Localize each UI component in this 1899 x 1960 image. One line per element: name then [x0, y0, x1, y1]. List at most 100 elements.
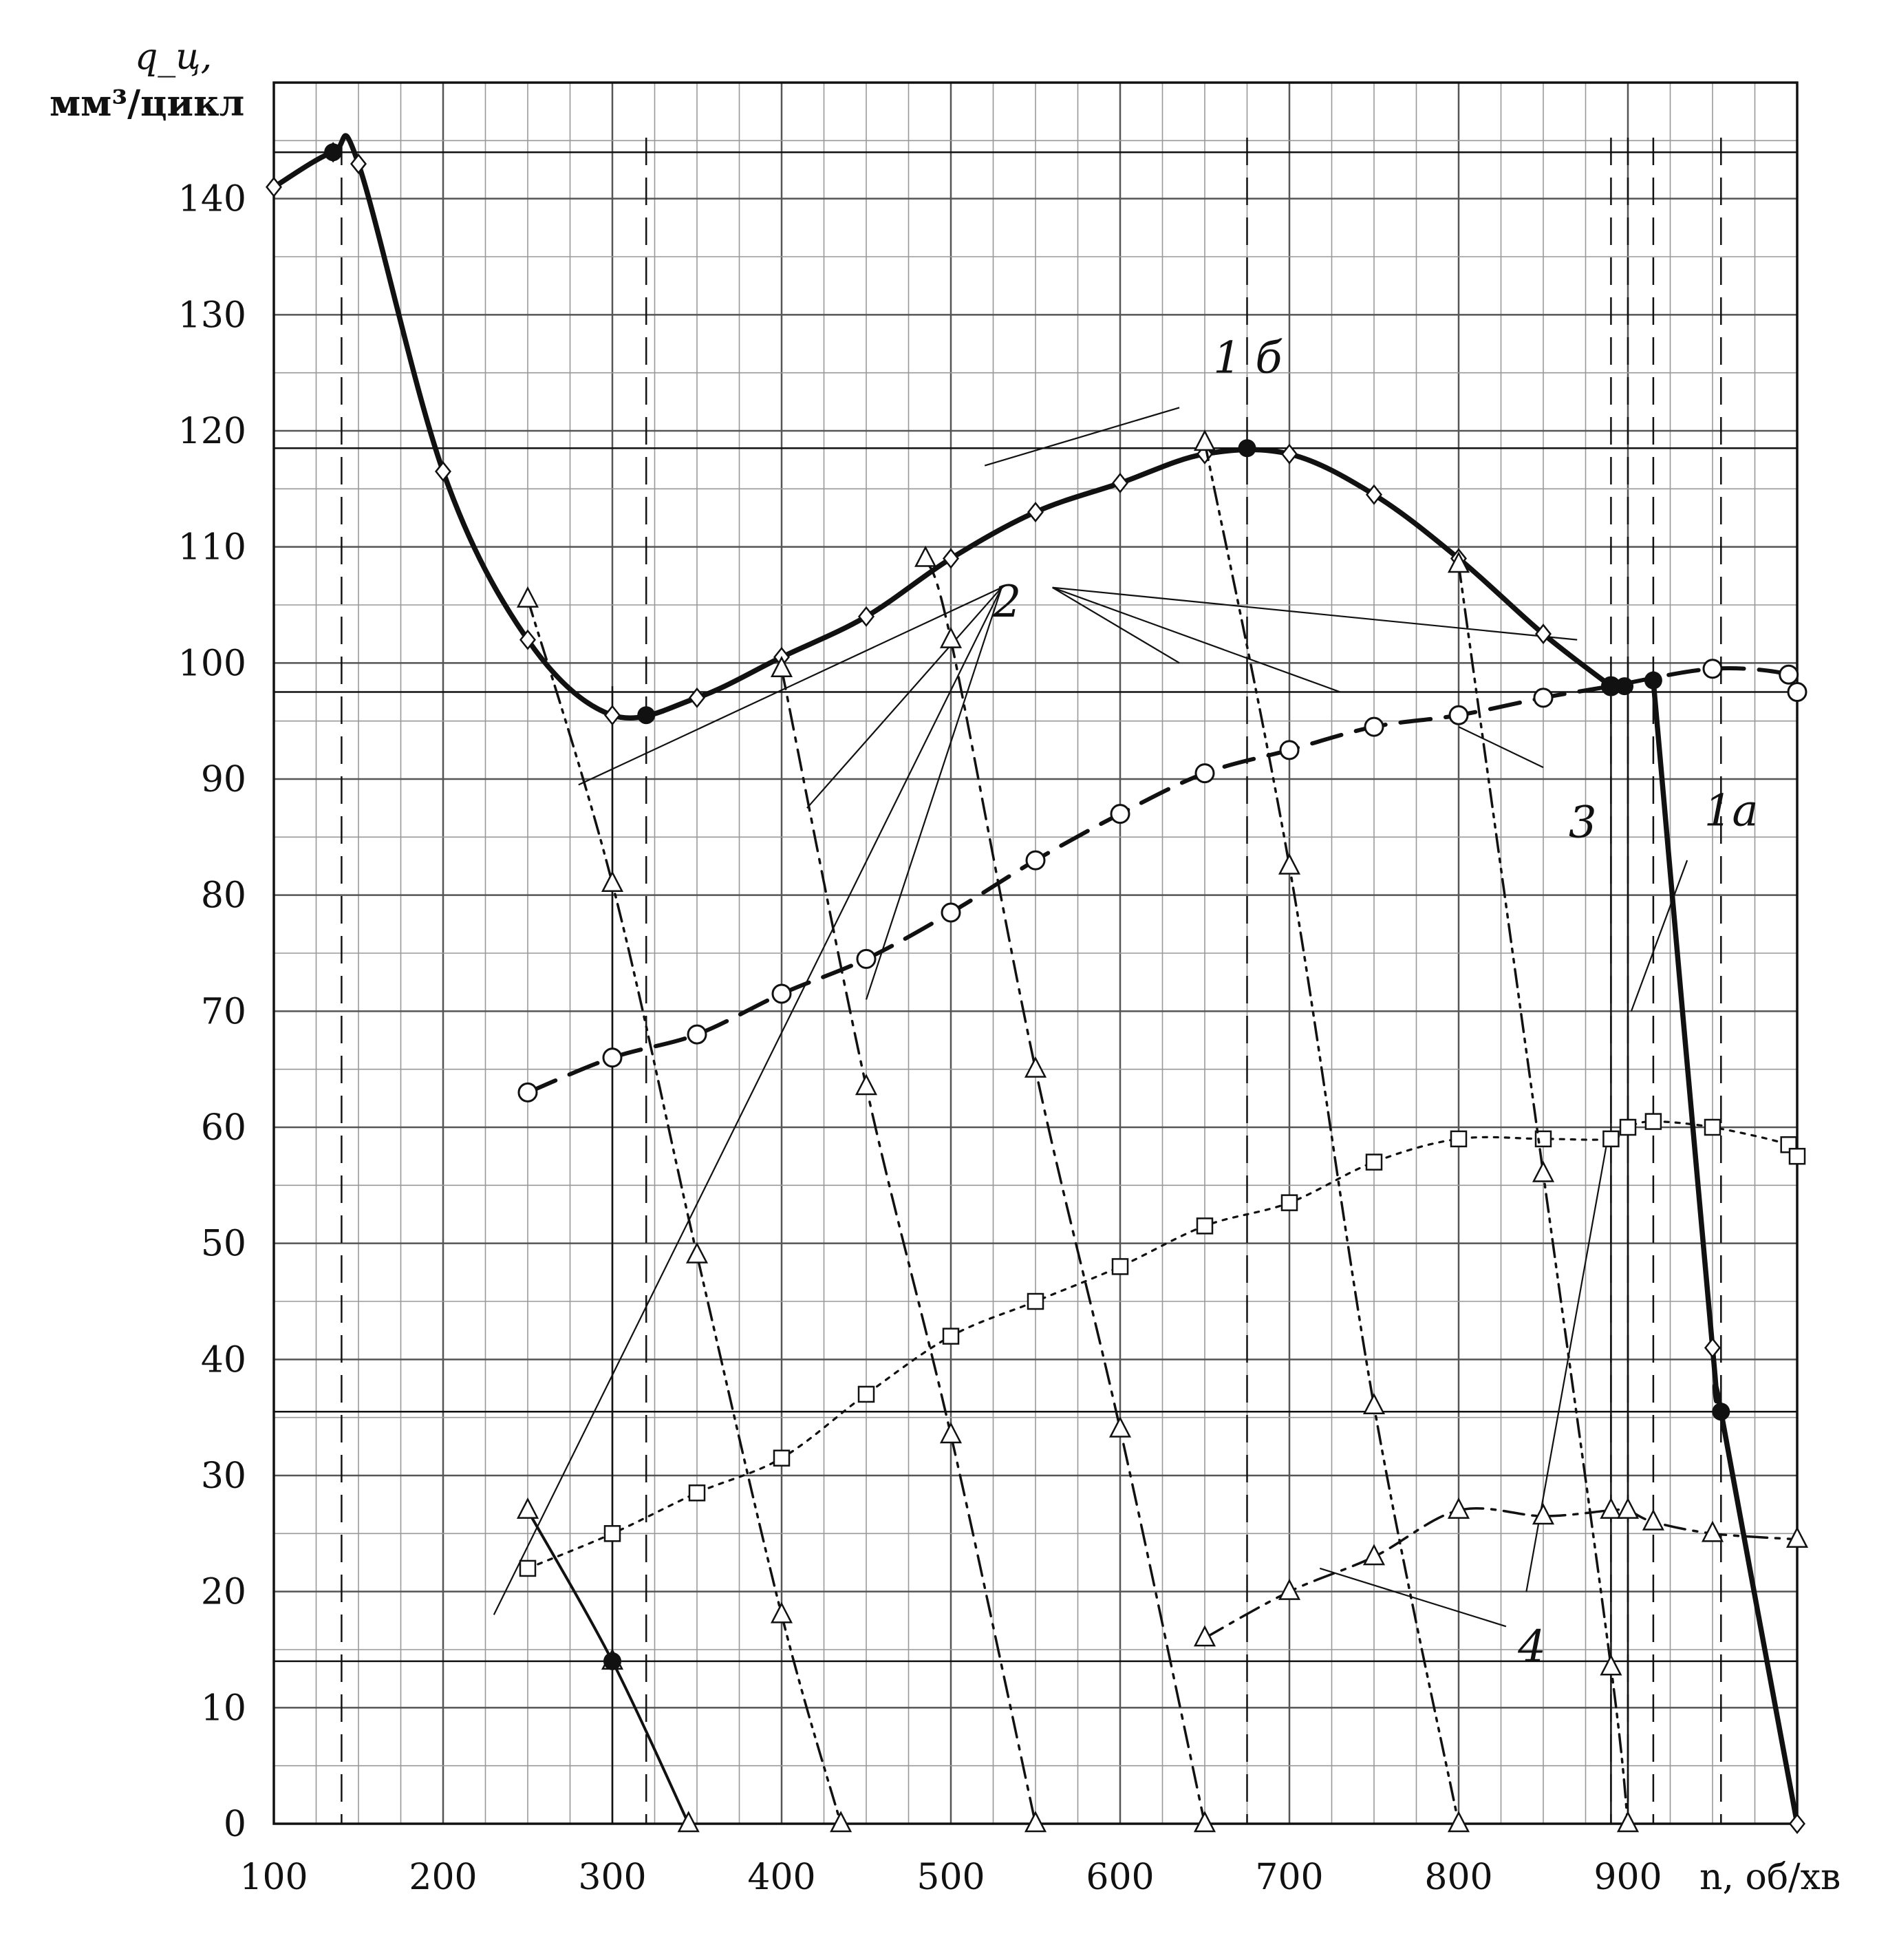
data-point — [1788, 1147, 1806, 1165]
data-point — [1701, 1520, 1724, 1542]
series-line — [780, 668, 1037, 1825]
tick-labels: 100 200 300 400 500 600 700 800 900 0 10 20 30 40 50 60… — [178, 179, 1662, 1898]
data-point — [1111, 1258, 1129, 1275]
key-point — [1238, 439, 1256, 458]
key-point — [1602, 677, 1620, 696]
y-tick-label: 30 — [201, 1456, 246, 1497]
data-point — [1779, 664, 1799, 685]
data-point — [1704, 1118, 1721, 1136]
y-axis-title: q_ц, — [135, 36, 212, 78]
data-point — [1448, 705, 1469, 725]
data-point — [1787, 682, 1807, 702]
curve-label: 1 б — [1213, 333, 1283, 384]
leader-line — [578, 586, 1002, 786]
series-line — [1457, 563, 1629, 1825]
key-point — [637, 706, 656, 725]
data-point — [1450, 1130, 1468, 1148]
leader-line — [984, 407, 1180, 467]
data-point — [1447, 1497, 1470, 1519]
data-point — [1024, 1056, 1047, 1078]
data-point — [857, 1385, 875, 1403]
data-point — [1278, 1578, 1301, 1600]
series-line — [271, 133, 1614, 721]
x-tick-label: 400 — [747, 1857, 815, 1898]
key-point — [1644, 671, 1662, 690]
data-point — [1027, 502, 1044, 523]
data-point — [265, 176, 283, 198]
data-point — [1785, 1526, 1809, 1548]
data-point — [517, 1082, 538, 1102]
data-point — [601, 871, 624, 893]
key-point — [324, 143, 343, 162]
y-tick-label: 60 — [201, 1107, 246, 1149]
curve-label: 2 — [993, 577, 1022, 628]
y-tick-label: 70 — [201, 991, 246, 1032]
data-point — [516, 586, 539, 608]
data-point — [1788, 1813, 1806, 1835]
data-point — [914, 545, 937, 567]
series-line — [526, 666, 1800, 1095]
data-point — [1110, 804, 1130, 824]
y-tick-label: 100 — [178, 643, 246, 684]
data-point — [1616, 1811, 1640, 1833]
x-tick-label: 100 — [239, 1857, 308, 1898]
data-point — [1532, 1160, 1555, 1182]
leader-line — [1052, 586, 1180, 664]
x-tick-label: 500 — [916, 1857, 985, 1898]
data-point — [603, 1525, 621, 1542]
key-point — [603, 1652, 621, 1670]
data-point — [1111, 472, 1129, 493]
data-point — [1600, 1497, 1622, 1519]
y-tick-label: 0 — [224, 1804, 246, 1845]
series-group — [265, 133, 1809, 1835]
series-line — [526, 1120, 1799, 1570]
x-tick-label: 800 — [1424, 1857, 1492, 1898]
data-point — [1025, 850, 1046, 871]
y-tick-label: 140 — [178, 179, 246, 220]
data-point — [1447, 551, 1470, 573]
data-point — [1108, 1416, 1132, 1438]
data-point — [771, 983, 792, 1004]
data-point — [1702, 659, 1723, 679]
x-axis-title: n, об/хв — [1699, 1857, 1841, 1898]
data-point — [1642, 1509, 1664, 1531]
reference-lines — [274, 138, 1797, 1824]
data-point — [519, 629, 537, 650]
curve-label: 1а — [1704, 785, 1759, 836]
data-point — [1532, 1503, 1555, 1525]
x-tick-label: 900 — [1594, 1857, 1662, 1898]
series-7 — [770, 656, 1047, 1833]
data-point — [1279, 740, 1300, 760]
series-5 — [1193, 1497, 1809, 1647]
data-point — [519, 1559, 537, 1577]
leader-line — [1319, 1567, 1507, 1628]
data-point — [1027, 1292, 1044, 1310]
y-tick-label: 20 — [201, 1572, 246, 1613]
data-point — [1602, 1130, 1620, 1148]
data-point — [770, 1601, 793, 1623]
data-point — [773, 1449, 791, 1467]
data-point — [1196, 1217, 1214, 1235]
data-point — [603, 705, 621, 726]
series-3 — [517, 659, 1807, 1102]
curve-label: 3 — [1569, 797, 1597, 848]
series-6 — [516, 586, 852, 1833]
data-point — [1533, 688, 1554, 708]
data-point — [685, 1242, 709, 1264]
data-point — [1024, 1811, 1047, 1833]
data-point — [1600, 1654, 1622, 1676]
leader-line — [493, 587, 1002, 1615]
y-tick-label: 120 — [178, 411, 246, 452]
series-line — [1203, 441, 1460, 1825]
series-10 — [1447, 551, 1640, 1833]
y-tick-label: 90 — [201, 759, 246, 800]
data-point — [688, 687, 706, 708]
data-point — [1193, 1625, 1216, 1647]
grid — [272, 81, 1799, 1825]
series-1 — [265, 133, 1620, 726]
data-point — [350, 153, 367, 175]
data-point — [1278, 853, 1301, 875]
leader-line — [1052, 586, 1341, 693]
data-point — [434, 461, 452, 482]
